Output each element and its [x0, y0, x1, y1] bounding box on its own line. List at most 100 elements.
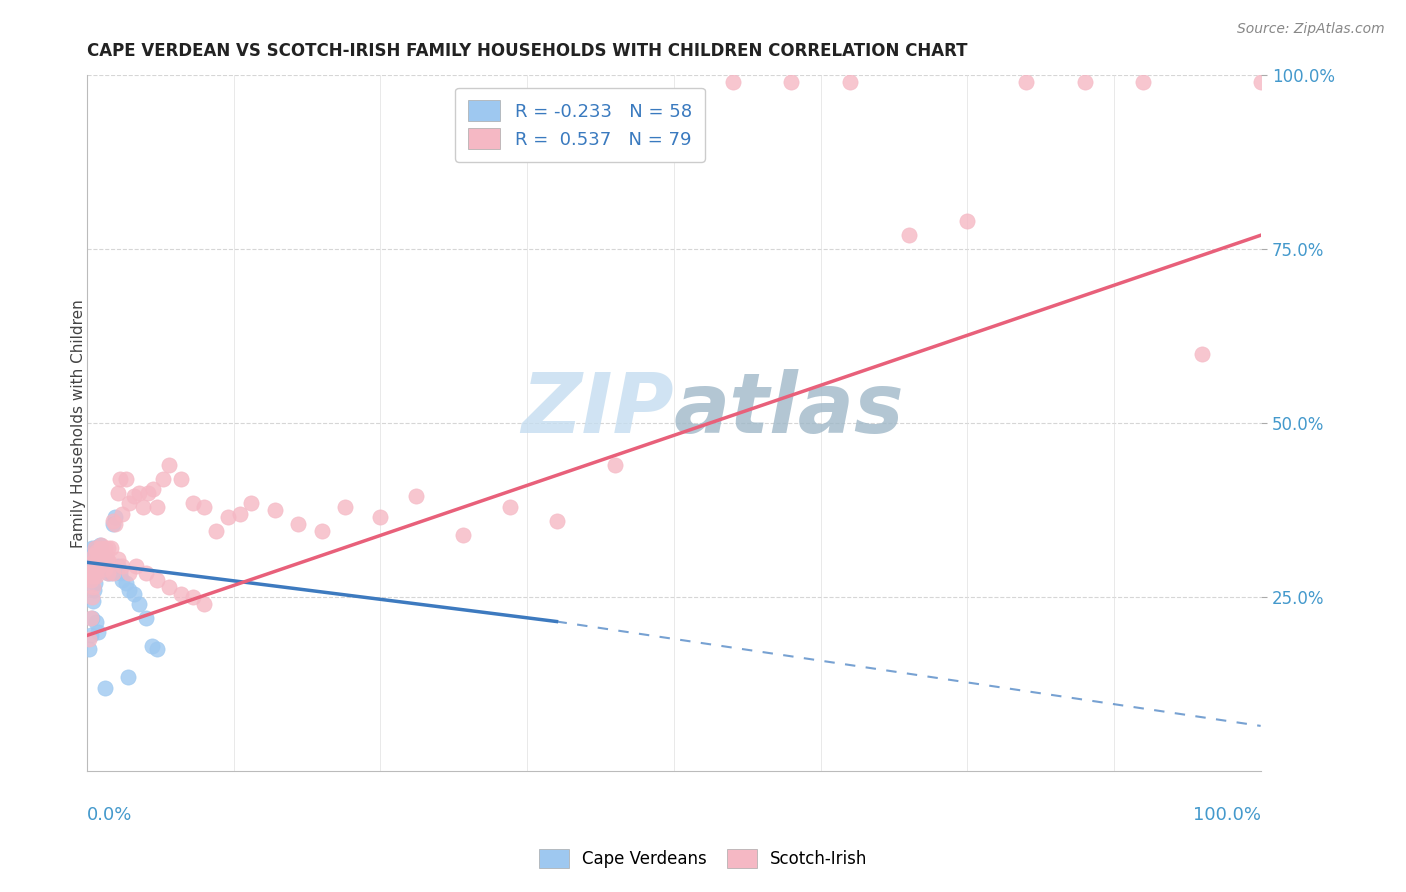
Point	[82, 555, 104, 569]
Point	[83, 549, 105, 563]
Point	[111, 573, 134, 587]
Point	[83, 569, 105, 583]
Point	[111, 558, 134, 573]
Point	[83, 545, 105, 559]
Point	[84, 576, 107, 591]
Point	[82, 558, 104, 573]
Point	[405, 489, 427, 503]
Point	[107, 558, 129, 573]
Point	[87, 549, 110, 563]
Point	[132, 500, 155, 514]
Point	[107, 552, 129, 566]
Point	[94, 552, 117, 566]
Point	[79, 566, 101, 580]
Point	[84, 555, 107, 569]
Point	[152, 472, 174, 486]
Point	[80, 611, 103, 625]
Point	[287, 517, 309, 532]
Legend: Cape Verdeans, Scotch-Irish: Cape Verdeans, Scotch-Irish	[530, 840, 876, 877]
Point	[1015, 75, 1038, 89]
Point	[97, 566, 120, 580]
Point	[86, 555, 108, 569]
Point	[141, 639, 163, 653]
Point	[83, 562, 105, 576]
Point	[86, 558, 108, 573]
Text: ZIP: ZIP	[522, 368, 673, 450]
Text: 0.0%: 0.0%	[87, 806, 132, 824]
Point	[546, 514, 568, 528]
Point	[86, 552, 108, 566]
Point	[86, 558, 108, 573]
Point	[122, 587, 145, 601]
Point	[114, 576, 136, 591]
Point	[93, 552, 115, 566]
Point	[193, 500, 215, 514]
Point	[100, 541, 122, 556]
Point	[96, 552, 118, 566]
Point	[170, 472, 193, 486]
Point	[721, 75, 744, 89]
Point	[80, 558, 103, 573]
Point	[90, 541, 112, 556]
Point	[96, 555, 118, 569]
Point	[86, 569, 108, 583]
Point	[87, 541, 110, 556]
Point	[135, 566, 157, 580]
Point	[114, 472, 136, 486]
Point	[1250, 75, 1272, 89]
Point	[84, 558, 107, 573]
Point	[80, 569, 103, 583]
Legend: R = -0.233   N = 58, R =  0.537   N = 79: R = -0.233 N = 58, R = 0.537 N = 79	[456, 87, 704, 162]
Point	[87, 552, 110, 566]
Point	[91, 552, 114, 566]
Point	[79, 611, 101, 625]
Point	[87, 558, 110, 573]
Point	[86, 555, 108, 569]
Point	[101, 517, 124, 532]
Point	[79, 573, 101, 587]
Point	[79, 642, 101, 657]
Point	[97, 541, 120, 556]
Point	[897, 228, 920, 243]
Point	[451, 527, 474, 541]
Point	[79, 628, 101, 642]
Point	[84, 558, 107, 573]
Point	[101, 566, 124, 580]
Point	[84, 558, 107, 573]
Point	[118, 566, 141, 580]
Point	[146, 573, 169, 587]
Point	[111, 507, 134, 521]
Point	[136, 485, 159, 500]
Point	[94, 549, 117, 563]
Point	[97, 566, 120, 580]
Point	[86, 552, 108, 566]
Point	[181, 590, 204, 604]
Point	[142, 483, 165, 497]
Point	[128, 485, 150, 500]
Point	[170, 587, 193, 601]
Point	[118, 583, 141, 598]
Point	[104, 517, 127, 532]
Point	[82, 580, 104, 594]
Point	[128, 597, 150, 611]
Point	[91, 558, 114, 573]
Point	[93, 562, 115, 576]
Text: atlas: atlas	[673, 368, 904, 450]
Point	[86, 615, 108, 629]
Point	[84, 541, 107, 556]
Point	[1073, 75, 1095, 89]
Point	[311, 524, 333, 538]
Point	[370, 510, 392, 524]
Point	[228, 507, 250, 521]
Point	[838, 75, 860, 89]
Point	[90, 558, 112, 573]
Point	[157, 458, 180, 472]
Point	[87, 558, 110, 573]
Point	[93, 562, 115, 576]
Point	[89, 552, 111, 566]
Point	[118, 496, 141, 510]
Point	[605, 458, 627, 472]
Point	[780, 75, 803, 89]
Point	[86, 562, 108, 576]
Point	[90, 545, 112, 559]
